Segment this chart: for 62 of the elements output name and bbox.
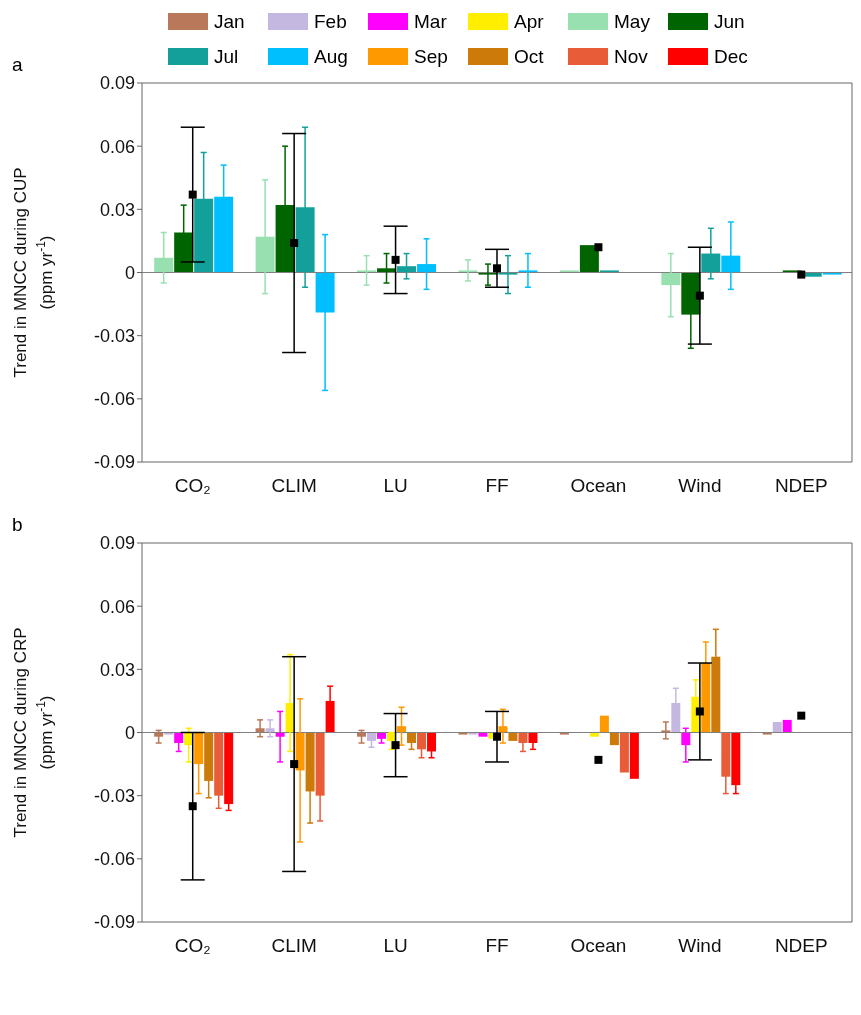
- point: [391, 741, 400, 750]
- bar: [579, 245, 599, 273]
- legend-label: May: [614, 10, 650, 33]
- point: [797, 711, 806, 720]
- x-tick-label: NDEP: [774, 475, 828, 496]
- y-tick-label: 0.09: [99, 533, 135, 554]
- point: [391, 255, 400, 264]
- bar: [772, 721, 782, 733]
- legend-label: Oct: [514, 45, 544, 68]
- x-tick-label: NDEP: [774, 935, 828, 956]
- legend-label: Nov: [614, 45, 648, 68]
- point: [594, 243, 603, 252]
- y-tick-label: -0.03: [93, 786, 135, 807]
- y-tick-label: 0.03: [99, 659, 135, 680]
- x-tick-label: CO₂: [174, 475, 211, 496]
- x-tick-label: FF: [485, 475, 509, 496]
- y-tick-label: -0.03: [93, 326, 135, 347]
- point: [594, 755, 603, 764]
- point: [493, 732, 501, 741]
- x-tick-label: LU: [383, 935, 408, 956]
- point: [188, 190, 197, 199]
- legend-label: Dec: [714, 45, 748, 68]
- point: [493, 264, 501, 273]
- legend-label: Jan: [214, 10, 245, 33]
- legend-label: Jul: [214, 45, 239, 68]
- legend-label: Mar: [414, 10, 447, 33]
- y-tick-label: -0.06: [93, 849, 135, 870]
- x-tick-label: Wind: [678, 475, 722, 496]
- x-tick-label: Ocean: [570, 935, 627, 956]
- x-tick-label: FF: [485, 935, 509, 956]
- point: [695, 291, 704, 300]
- bar: [619, 732, 629, 773]
- chart-title: a: [12, 54, 23, 76]
- legend-label: Feb: [314, 10, 347, 33]
- x-tick-label: CLIM: [271, 475, 317, 496]
- y-tick-label: 0.06: [99, 136, 135, 157]
- x-tick-label: CO₂: [174, 935, 211, 956]
- y-tick-label: 0.06: [99, 596, 135, 617]
- y-tick-label: 0: [124, 722, 135, 743]
- x-tick-label: Wind: [678, 935, 722, 956]
- y-tick-label: 0.09: [99, 73, 135, 94]
- point: [290, 760, 299, 769]
- x-tick-label: LU: [383, 475, 408, 496]
- y-tick-label: -0.09: [93, 452, 135, 473]
- legend-label: Sep: [414, 45, 448, 68]
- point: [290, 239, 299, 248]
- bar: [782, 719, 792, 733]
- x-tick-label: Ocean: [570, 475, 627, 496]
- x-tick-label: CLIM: [271, 935, 317, 956]
- y-tick-label: 0: [124, 262, 135, 283]
- y-tick-label: 0.03: [99, 199, 135, 220]
- bar: [599, 715, 609, 733]
- bar: [629, 732, 639, 779]
- legend-label: Aug: [314, 45, 348, 68]
- legend-label: Jun: [714, 10, 745, 33]
- legend-label: Apr: [514, 10, 544, 33]
- chart-title: b: [12, 514, 23, 536]
- point: [188, 802, 197, 811]
- bar: [609, 732, 619, 746]
- y-tick-label: -0.09: [93, 912, 135, 933]
- y-tick-label: -0.06: [93, 389, 135, 410]
- point: [797, 270, 806, 279]
